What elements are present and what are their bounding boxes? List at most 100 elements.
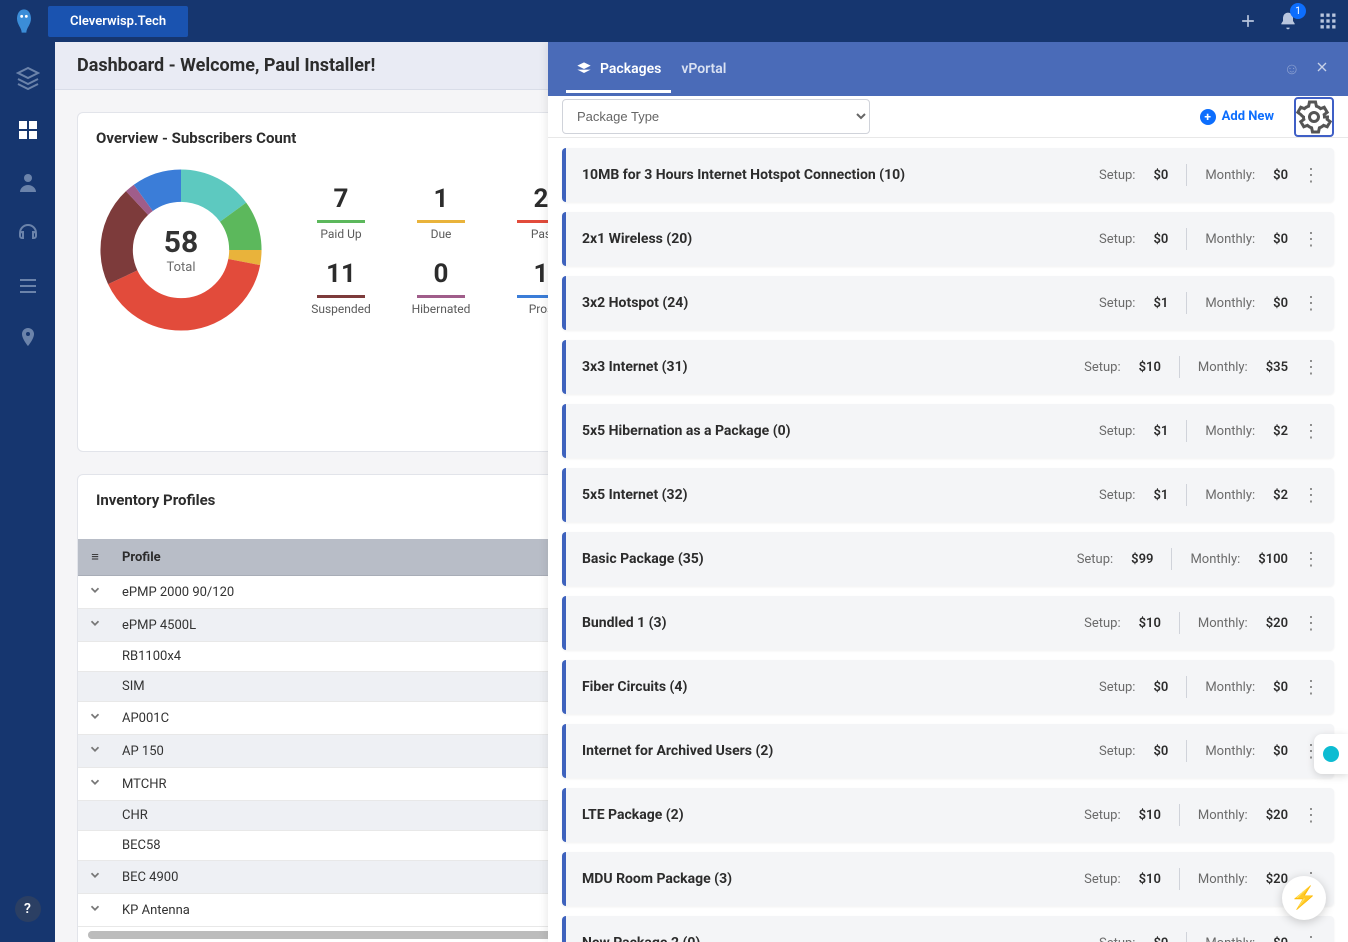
nav-user-icon[interactable] (16, 170, 40, 194)
package-row[interactable]: 3x2 Hotspot (24) Setup: $1 Monthly: $0 ⋮ (562, 276, 1334, 330)
plus-icon[interactable] (1238, 11, 1258, 31)
app-logo-icon[interactable] (10, 7, 38, 35)
more-dots-icon[interactable]: ⋮ (1302, 229, 1320, 250)
table-cell: AP 150 (112, 735, 560, 768)
package-name: Bundled 1 (3) (582, 615, 1084, 631)
monthly-label: Monthly: (1205, 488, 1255, 503)
expand-icon[interactable] (78, 702, 112, 735)
sidebar: ? (0, 42, 55, 942)
col-menu-icon[interactable]: ≡ (78, 539, 112, 576)
expand-icon[interactable] (78, 861, 112, 894)
chat-dot-icon (1323, 746, 1339, 762)
col-header[interactable]: Profile (112, 539, 560, 576)
more-dots-icon[interactable]: ⋮ (1302, 549, 1320, 570)
package-row[interactable]: Fiber Circuits (4) Setup: $0 Monthly: $0… (562, 660, 1334, 714)
package-row[interactable]: MDU Room Package (3) Setup: $10 Monthly:… (562, 852, 1334, 906)
nav-list-icon[interactable] (16, 274, 40, 298)
more-dots-icon[interactable]: ⋮ (1302, 293, 1320, 314)
stat-num: 11 (296, 259, 386, 289)
monthly-value: $20 (1266, 808, 1288, 823)
nav-headset-icon[interactable] (16, 222, 40, 246)
package-name: LTE Package (2) (582, 807, 1084, 823)
table-cell: BEC58 (112, 831, 560, 861)
package-row[interactable]: 5x5 Hibernation as a Package (0) Setup: … (562, 404, 1334, 458)
stat-item: 11 Suspended (296, 259, 386, 316)
setup-label: Setup: (1099, 488, 1135, 503)
expand-icon[interactable] (78, 672, 112, 702)
package-name: Basic Package (35) (582, 551, 1077, 567)
stat-lbl: Paid Up (296, 227, 386, 241)
setup-value: $0 (1153, 744, 1168, 759)
expand-icon[interactable] (78, 609, 112, 642)
expand-icon[interactable] (78, 768, 112, 801)
chat-widget-toggle[interactable] (1314, 734, 1348, 774)
more-dots-icon[interactable]: ⋮ (1302, 485, 1320, 506)
package-row[interactable]: New Package 2 (0) Setup: $0 Monthly: $0 … (562, 916, 1334, 942)
bell-icon[interactable]: 1 (1278, 11, 1298, 31)
nav-dashboard-icon[interactable] (16, 118, 40, 142)
setup-value: $1 (1153, 296, 1168, 311)
tab-packages-label: Packages (600, 61, 661, 77)
close-icon[interactable] (1314, 59, 1330, 79)
stat-bar (317, 220, 365, 223)
monthly-label: Monthly: (1205, 424, 1255, 439)
donut-total-lbl: Total (166, 260, 195, 275)
brand-button[interactable]: Cleverwisp.Tech (48, 6, 188, 37)
expand-icon[interactable] (78, 576, 112, 609)
package-row[interactable]: 3x3 Internet (31) Setup: $10 Monthly: $3… (562, 340, 1334, 394)
more-dots-icon[interactable]: ⋮ (1302, 677, 1320, 698)
expand-icon[interactable] (78, 894, 112, 927)
package-row[interactable]: LTE Package (2) Setup: $10 Monthly: $20 … (562, 788, 1334, 842)
stats-grid: 7 Paid Up1 Due2 Pas11 Suspended0 Hiberna… (296, 184, 586, 316)
more-dots-icon[interactable]: ⋮ (1302, 165, 1320, 186)
packages-panel: Packages vPortal ☺ Package Type + Add Ne… (548, 42, 1348, 942)
monthly-label: Monthly: (1205, 936, 1255, 942)
package-row[interactable]: 2x1 Wireless (20) Setup: $0 Monthly: $0 … (562, 212, 1334, 266)
package-row[interactable]: Bundled 1 (3) Setup: $10 Monthly: $20 ⋮ (562, 596, 1334, 650)
separator (1171, 548, 1172, 570)
nav-layers-icon[interactable] (16, 66, 40, 90)
donut-total-num: 58 (164, 225, 198, 260)
more-dots-icon[interactable]: ⋮ (1302, 357, 1320, 378)
stat-lbl: Due (396, 227, 486, 241)
nav-pin-icon[interactable] (16, 326, 40, 350)
tab-vportal[interactable]: vPortal (671, 45, 736, 93)
expand-icon[interactable] (78, 831, 112, 861)
package-row[interactable]: Basic Package (35) Setup: $99 Monthly: $… (562, 532, 1334, 586)
add-new-button[interactable]: + Add New (1200, 109, 1274, 125)
smile-icon[interactable]: ☺ (1284, 59, 1300, 79)
setup-value: $10 (1139, 808, 1161, 823)
stat-item: 1 Due (396, 184, 486, 241)
separator (1186, 164, 1187, 186)
more-dots-icon[interactable]: ⋮ (1302, 805, 1320, 826)
expand-icon[interactable] (78, 642, 112, 672)
monthly-label: Monthly: (1190, 552, 1240, 567)
table-cell: KP Antenna (112, 894, 560, 927)
help-icon[interactable]: ? (15, 896, 41, 922)
monthly-value: $0 (1273, 296, 1288, 311)
monthly-value: $35 (1266, 360, 1288, 375)
stat-lbl: Hibernated (396, 302, 486, 316)
setup-label: Setup: (1099, 424, 1135, 439)
apps-grid-icon[interactable] (1318, 11, 1338, 31)
setup-value: $0 (1153, 680, 1168, 695)
fab-button[interactable]: ⚡ (1282, 876, 1326, 920)
package-row[interactable]: Internet for Archived Users (2) Setup: $… (562, 724, 1334, 778)
monthly-label: Monthly: (1205, 744, 1255, 759)
tab-packages[interactable]: Packages (566, 45, 671, 93)
package-name: 3x2 Hotspot (24) (582, 295, 1099, 311)
package-type-select[interactable]: Package Type (562, 99, 870, 134)
expand-icon[interactable] (78, 735, 112, 768)
more-dots-icon[interactable]: ⋮ (1302, 613, 1320, 634)
setup-label: Setup: (1077, 552, 1113, 567)
expand-icon[interactable] (78, 801, 112, 831)
gear-icon[interactable] (1294, 97, 1334, 137)
stat-bar (417, 295, 465, 298)
more-dots-icon[interactable]: ⋮ (1302, 933, 1320, 942)
package-row[interactable]: 5x5 Internet (32) Setup: $1 Monthly: $2 … (562, 468, 1334, 522)
stat-num: 7 (296, 184, 386, 214)
setup-value: $0 (1153, 936, 1168, 942)
package-list[interactable]: 10MB for 3 Hours Internet Hotspot Connec… (548, 138, 1348, 942)
package-row[interactable]: 10MB for 3 Hours Internet Hotspot Connec… (562, 148, 1334, 202)
more-dots-icon[interactable]: ⋮ (1302, 421, 1320, 442)
